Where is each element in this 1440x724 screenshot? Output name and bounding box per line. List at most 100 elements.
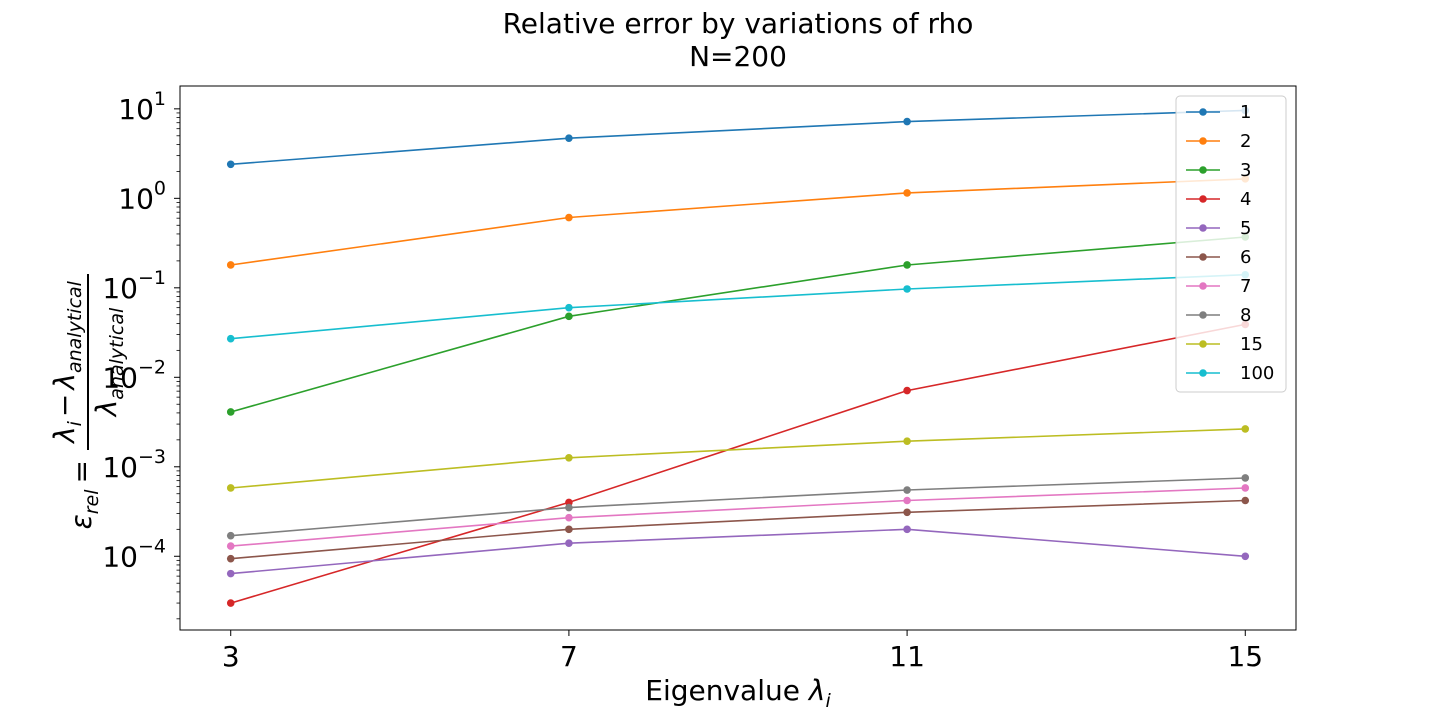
series-15-point-0 [226, 484, 235, 492]
legend-entry-1: 1 [1186, 102, 1251, 123]
series-6-point-3 [1241, 496, 1250, 505]
legend-marker-3 [1199, 166, 1207, 174]
legend-entries: 1 2 3 4 5 6 7 8 15 100 [1186, 102, 1274, 384]
svg-text:λanalytical: λanalytical [90, 307, 128, 418]
series-line-100 [230, 273, 1246, 340]
series-100-point-0 [226, 334, 235, 343]
legend-label-2: 2 [1240, 131, 1251, 152]
series-7-point-2 [903, 496, 911, 505]
y-tick-label-5: 101 [118, 88, 166, 126]
legend-entry-100: 100 [1186, 363, 1274, 384]
series-15 [226, 425, 1250, 492]
series-5-point-2 [903, 525, 911, 534]
series-2-point-1 [565, 213, 573, 222]
legend-entry-15: 15 [1186, 334, 1263, 355]
series-15-point-1 [565, 454, 573, 462]
series-8-point-3 [1241, 474, 1250, 482]
legend-marker-6 [1199, 253, 1207, 261]
legend-label-3: 3 [1240, 160, 1251, 181]
series-line-7 [230, 487, 1246, 547]
legend-label-5: 5 [1240, 218, 1251, 239]
y-label-num-minus: − [48, 394, 81, 417]
legend-marker-2 [1199, 137, 1207, 145]
y-label-num-analytical: analytical [64, 280, 86, 373]
y-label-den-lambda: λ [90, 400, 123, 419]
x-tick-label-1: 7 [560, 640, 578, 673]
x-axis-label: Eigenvalue λi [645, 674, 831, 712]
svg-text:λi−λanalytical: λi−λanalytical [48, 280, 86, 445]
series-100 [226, 270, 1250, 343]
series-8-point-2 [903, 486, 911, 494]
series-1-point-1 [565, 134, 573, 142]
y-tick-label-4: 100 [118, 177, 166, 215]
y-label-den-analytical: analytical [106, 307, 128, 400]
series-line-5 [230, 528, 1246, 575]
legend-entry-2: 2 [1186, 131, 1251, 152]
series-7 [226, 484, 1250, 550]
series-2 [226, 175, 1250, 269]
plot-frame [179, 85, 1297, 631]
series-4 [226, 320, 1250, 607]
series-3-point-1 [565, 312, 573, 321]
series-7-point-3 [1241, 484, 1250, 492]
legend-marker-8 [1199, 311, 1207, 319]
series-line-2 [230, 178, 1246, 266]
y-label-num-lambda2: λ [48, 373, 81, 392]
x-axis-label-text: Eigenvalue [645, 674, 809, 707]
x-tick-label-2: 11 [889, 640, 925, 673]
y-tick-label-2: 10−2 [102, 356, 166, 394]
series-8-point-1 [565, 503, 573, 512]
series-6-point-0 [226, 554, 235, 563]
legend-marker-7 [1199, 282, 1207, 290]
series-1 [226, 106, 1250, 169]
x-axis-label-subscript: i [825, 690, 831, 712]
x-tick-label-0: 3 [222, 640, 240, 673]
series-6 [226, 496, 1250, 563]
series-5 [226, 525, 1250, 578]
series-100-point-1 [565, 303, 573, 312]
legend-entry-8: 8 [1186, 305, 1251, 326]
y-label-rel: rel [81, 489, 103, 515]
legend-label-6: 6 [1240, 247, 1251, 268]
legend-label-8: 8 [1240, 305, 1251, 326]
chart-title: Relative error by variations of rho [503, 7, 974, 40]
series-3-point-0 [226, 408, 235, 416]
series-7-point-1 [565, 513, 573, 522]
y-label-epsilon: ε [65, 514, 98, 529]
legend-entry-5: 5 [1186, 218, 1251, 239]
series-2-point-0 [226, 261, 235, 269]
legend-label-7: 7 [1240, 276, 1251, 297]
y-label-num-i: i [64, 420, 86, 426]
series-3-point-2 [903, 261, 911, 269]
legend-entry-7: 7 [1186, 276, 1251, 297]
series-5-point-0 [226, 569, 235, 578]
legend: 1 2 3 4 5 6 7 8 15 100 [1175, 95, 1287, 393]
series-1-point-2 [903, 117, 911, 126]
legend-marker-1 [1199, 108, 1207, 116]
series-4-point-2 [903, 386, 911, 395]
legend-label-1: 1 [1240, 102, 1251, 123]
series-7-point-0 [226, 542, 235, 550]
chart-subtitle: N=200 [689, 40, 787, 73]
y-axis-label: εrel= λi−λanalytical λanalytical [48, 274, 128, 529]
series-8 [226, 474, 1250, 540]
legend-marker-5 [1199, 224, 1207, 232]
legend-label-15: 15 [1240, 334, 1263, 355]
series-6-point-1 [565, 525, 573, 534]
legend-marker-100 [1199, 369, 1207, 377]
y-label-num-lambda: λ [48, 426, 81, 445]
legend-marker-4 [1199, 195, 1207, 203]
series-line-3 [230, 236, 1246, 413]
series-layer [226, 106, 1250, 607]
y-tick-label-0: 10−4 [102, 535, 166, 573]
y-tick-label-3: 10−1 [102, 267, 166, 305]
legend-marker-15 [1199, 340, 1207, 348]
legend-entry-3: 3 [1186, 160, 1251, 181]
series-6-point-2 [903, 508, 911, 517]
series-100-point-2 [903, 285, 911, 293]
svg-text:εrel=: εrel = [65, 460, 103, 529]
legend-label-4: 4 [1240, 189, 1251, 210]
legend-entry-6: 6 [1186, 247, 1251, 268]
